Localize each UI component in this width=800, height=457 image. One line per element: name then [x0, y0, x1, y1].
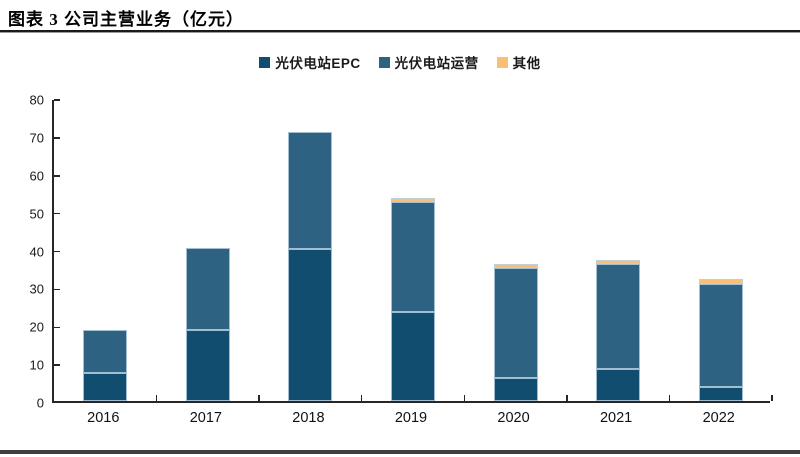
legend-label: 光伏电站EPC	[275, 56, 361, 71]
y-axis-tick	[54, 364, 60, 366]
bar-segment-2018-0	[288, 248, 333, 401]
y-axis-tick	[54, 288, 60, 291]
y-axis-tick	[54, 99, 60, 101]
bar-segment-2016-0	[83, 372, 128, 401]
page-title: 图表 3 公司主营业务（亿元）	[8, 10, 244, 29]
x-axis-label-2022: 2022	[702, 410, 735, 426]
legend-item-2: 其他	[496, 52, 541, 72]
y-axis-label: 40	[29, 244, 44, 259]
legend-item-0: 光伏电站EPC	[259, 52, 360, 72]
bar-segment-2022-0	[698, 386, 743, 401]
x-axis-tick	[360, 395, 363, 401]
bar-segment-2021-1	[596, 263, 641, 370]
y-axis-tick	[54, 250, 60, 253]
title-divider	[0, 30, 800, 33]
footer-divider	[0, 450, 800, 454]
x-axis-tick	[771, 395, 773, 401]
bar-segment-2017-0	[185, 330, 230, 401]
x-axis-tick	[566, 395, 568, 401]
bar-segment-2019-0	[391, 312, 435, 401]
y-axis-tick	[54, 137, 60, 139]
bar-segment-2021-2	[596, 260, 641, 264]
legend-swatch-icon	[259, 56, 271, 68]
y-axis-label: 30	[29, 281, 44, 297]
x-axis-label-2017: 2017	[189, 410, 222, 426]
bar-segment-2019-1	[391, 202, 435, 312]
y-axis-label: 70	[29, 130, 44, 146]
y-axis-tick	[54, 212, 60, 215]
legend-swatch-icon	[378, 56, 390, 68]
x-axis-tick	[258, 395, 260, 401]
y-axis-tick	[54, 326, 60, 328]
bar-segment-2020-2	[493, 263, 538, 269]
plot-area	[52, 99, 773, 403]
x-axis-label-2019: 2019	[394, 410, 428, 426]
x-axis-label-2018: 2018	[292, 410, 325, 426]
x-axis-label-2020: 2020	[497, 410, 530, 426]
bar-segment-2019-2	[391, 198, 435, 203]
legend-label: 光伏电站运营	[394, 56, 479, 71]
x-axis-label-2016: 2016	[87, 410, 120, 426]
bar-segment-2016-1	[83, 330, 128, 373]
bar-segment-2020-0	[493, 378, 538, 401]
y-axis-label: 20	[29, 319, 44, 335]
legend: 光伏电站EPC 光伏电站运营 其他	[0, 52, 800, 72]
x-axis-label-2021: 2021	[599, 410, 633, 426]
y-axis-label: 10	[29, 357, 44, 373]
y-axis-label: 60	[29, 168, 44, 184]
y-axis-label: 80	[29, 92, 44, 108]
bar-segment-2017-1	[185, 247, 230, 331]
y-axis-label: 50	[29, 206, 44, 222]
bar-segment-2018-1	[288, 132, 333, 249]
bar-segment-2021-0	[596, 369, 641, 401]
x-axis-tick	[668, 395, 671, 401]
legend-item-1: 光伏电站运营	[378, 52, 479, 72]
x-axis-tick	[155, 395, 158, 401]
x-axis-tick	[463, 395, 466, 401]
bar-segment-2022-2	[698, 279, 743, 284]
legend-swatch-icon	[496, 56, 508, 68]
legend-label: 其他	[512, 56, 541, 71]
bar-segment-2020-1	[493, 268, 538, 379]
y-axis-tick	[54, 175, 60, 177]
y-axis-label: 0	[36, 395, 44, 411]
bar-segment-2022-1	[698, 283, 743, 387]
